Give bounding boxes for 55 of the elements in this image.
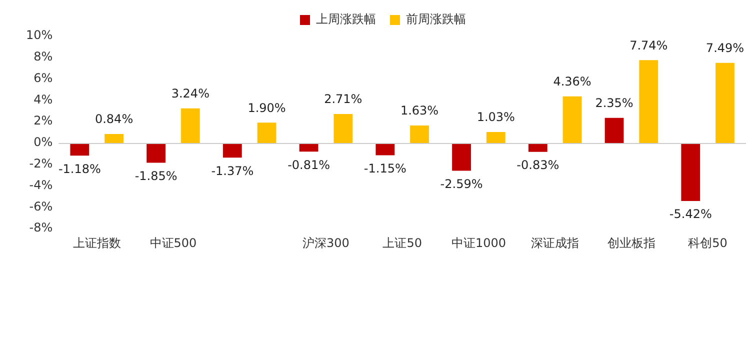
data-label: 1.03% [476, 110, 515, 124]
bar [334, 114, 353, 143]
data-label: 1.90% [248, 100, 286, 115]
bar [180, 108, 200, 143]
y-tick-label: 4% [34, 92, 53, 106]
bar [410, 126, 429, 143]
x-tick-label: 沪深300 [302, 236, 350, 250]
bar [681, 143, 700, 201]
bar [639, 60, 658, 143]
y-tick-label: 6% [34, 70, 53, 85]
data-label: -5.42% [669, 207, 712, 222]
y-tick-label: -6% [29, 199, 53, 214]
x-tick-label: 中证500 [150, 236, 197, 250]
data-label: -1.37% [211, 164, 254, 178]
x-tick-label: 上证指数 [72, 236, 121, 250]
bar [486, 132, 506, 143]
bar [376, 143, 395, 156]
bar [562, 96, 582, 143]
legend-label: 上周涨跌幅 [316, 12, 376, 26]
bar [604, 118, 624, 143]
data-label: 4.36% [553, 74, 592, 88]
y-tick-label: 10% [26, 28, 53, 42]
data-label: -1.15% [364, 161, 406, 176]
y-tick-label: 8% [34, 50, 53, 64]
data-label: 7.49% [706, 40, 744, 55]
legend-label: 前周涨跌幅 [406, 12, 466, 26]
bar [452, 143, 471, 171]
data-label: -2.59% [440, 176, 483, 191]
data-label: -1.18% [58, 162, 101, 176]
x-tick-label: 中证1000 [451, 236, 506, 250]
bar [716, 62, 734, 143]
data-label: -0.83% [516, 158, 560, 172]
bar [104, 134, 124, 143]
data-label: 1.63% [400, 104, 439, 118]
y-tick-label: 2% [34, 114, 53, 128]
data-label: 2.71% [324, 92, 362, 106]
bar [222, 143, 242, 158]
data-label: -0.81% [288, 158, 330, 172]
y-tick-label: 0% [34, 135, 53, 150]
y-tick-label: -8% [29, 220, 53, 235]
data-label: 2.35% [595, 96, 634, 110]
bar [70, 143, 90, 156]
x-tick-label: 创业板指 [607, 236, 656, 250]
y-tick-label: -2% [29, 156, 53, 171]
bar [146, 143, 166, 163]
x-tick-label: 上证50 [382, 236, 422, 250]
bar [257, 122, 276, 143]
data-label: 3.24% [171, 86, 210, 100]
bar [528, 143, 548, 152]
y-tick-label: -4% [29, 178, 53, 192]
x-tick-label: 科创50 [688, 236, 728, 250]
data-label: 0.84% [94, 112, 134, 126]
x-tick-label: 深证成指 [531, 236, 580, 250]
data-label: 7.74% [630, 38, 668, 52]
data-label: -1.85% [134, 168, 178, 183]
